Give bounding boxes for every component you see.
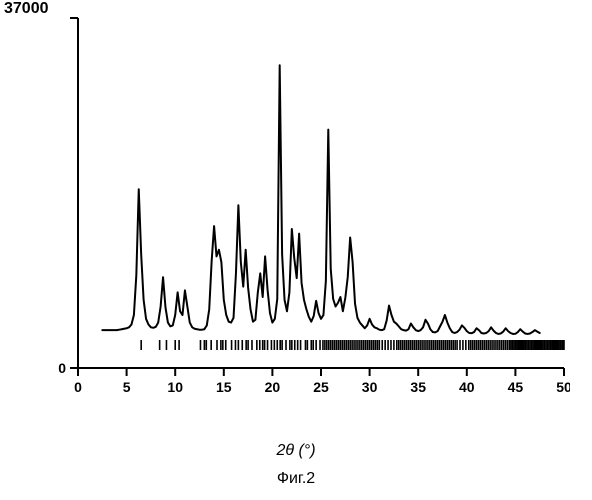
svg-text:20: 20 [265, 379, 281, 395]
svg-text:0: 0 [58, 360, 66, 376]
svg-text:15: 15 [216, 379, 232, 395]
svg-text:45: 45 [508, 379, 524, 395]
svg-text:10: 10 [167, 379, 183, 395]
svg-text:40: 40 [459, 379, 475, 395]
svg-text:35: 35 [410, 379, 426, 395]
figure-caption: Фиг.2 [0, 470, 592, 488]
svg-text:25: 25 [313, 379, 329, 395]
x-axis-label-text: 2θ (°) [276, 442, 315, 459]
xrd-chart: 0 5 10 15 20 25 30 35 40 45 50 0 [50, 10, 570, 420]
svg-text:50: 50 [556, 379, 570, 395]
y-max-label: 37000 [4, 0, 49, 18]
chart-container: 37000 0 5 10 15 20 25 30 35 40 45 50 0 2θ (°) Фиг.2 [0, 0, 592, 500]
svg-text:30: 30 [362, 379, 378, 395]
svg-text:0: 0 [74, 379, 82, 395]
x-axis-label: 2θ (°) [0, 442, 592, 460]
svg-text:5: 5 [123, 379, 131, 395]
